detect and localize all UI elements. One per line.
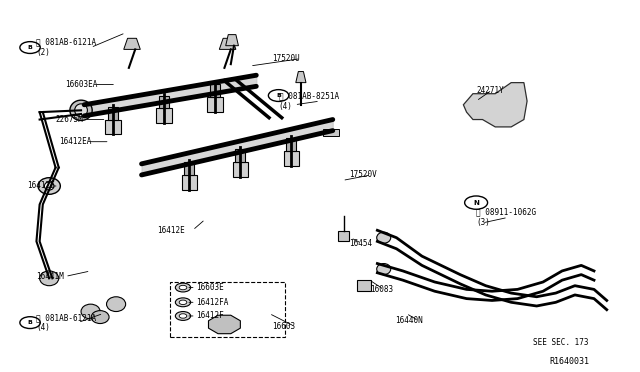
Text: B: B [28, 320, 33, 325]
Text: 16412E: 16412E [27, 182, 54, 190]
Ellipse shape [377, 232, 391, 243]
Text: 16454: 16454 [349, 239, 372, 248]
Bar [210, 84, 220, 97]
Ellipse shape [70, 100, 92, 121]
Ellipse shape [106, 297, 125, 311]
Circle shape [20, 42, 40, 54]
Bar [357, 280, 371, 291]
Text: SEE SEC. 173: SEE SEC. 173 [534, 339, 589, 347]
Text: Ⓑ 081AB-6121A
(2): Ⓑ 081AB-6121A (2) [36, 38, 97, 57]
Ellipse shape [40, 271, 59, 286]
Text: B: B [276, 93, 281, 98]
Ellipse shape [92, 311, 109, 324]
Text: ⒣ 08911-1062G
(3): ⒣ 08911-1062G (3) [476, 208, 536, 227]
Text: Ⓑ 081AB-6121A
(4): Ⓑ 081AB-6121A (4) [36, 313, 97, 332]
Bar [233, 162, 248, 177]
Text: 16412EA: 16412EA [59, 137, 91, 146]
Text: N: N [473, 200, 479, 206]
Text: 16412E: 16412E [157, 226, 185, 235]
Polygon shape [124, 38, 140, 49]
Bar [286, 138, 296, 151]
Text: 17520V: 17520V [349, 170, 376, 179]
Circle shape [465, 196, 488, 209]
Ellipse shape [377, 263, 391, 275]
Text: 17520U: 17520U [272, 54, 300, 63]
Bar [159, 96, 169, 109]
Circle shape [175, 283, 191, 292]
Bar [236, 149, 246, 162]
Circle shape [20, 317, 40, 328]
Circle shape [179, 300, 187, 305]
Text: 22675M: 22675M [56, 115, 83, 124]
Polygon shape [226, 35, 239, 46]
Bar [105, 119, 120, 134]
Bar [156, 109, 172, 123]
Text: 24271Y: 24271Y [476, 86, 504, 94]
Text: 16083: 16083 [370, 285, 393, 294]
Bar [338, 231, 349, 241]
Polygon shape [220, 38, 236, 49]
Polygon shape [463, 83, 527, 127]
Bar [284, 151, 299, 166]
Ellipse shape [44, 182, 54, 190]
Bar [207, 97, 223, 112]
Circle shape [175, 311, 191, 320]
Text: 16412FA: 16412FA [196, 298, 228, 307]
Text: B: B [28, 45, 33, 50]
Text: 16440N: 16440N [395, 316, 423, 325]
Text: Ⓑ 081AB-8251A
(4): Ⓑ 081AB-8251A (4) [278, 92, 339, 111]
Text: R1640031: R1640031 [549, 357, 589, 366]
Ellipse shape [38, 178, 60, 194]
Bar [182, 175, 197, 190]
Ellipse shape [75, 104, 88, 117]
Circle shape [268, 90, 289, 102]
Bar [108, 107, 118, 119]
Bar [184, 162, 195, 175]
Circle shape [175, 298, 191, 307]
Ellipse shape [81, 304, 100, 319]
Polygon shape [296, 71, 306, 83]
Bar [323, 129, 339, 136]
Circle shape [179, 314, 187, 318]
Text: 16603: 16603 [272, 322, 295, 331]
Text: 16603EA: 16603EA [65, 80, 97, 89]
Circle shape [179, 285, 187, 290]
Text: 16603E: 16603E [196, 283, 223, 292]
Text: 16412F: 16412F [196, 311, 223, 320]
Polygon shape [209, 315, 241, 334]
Text: 16441M: 16441M [36, 272, 64, 281]
Bar [170, 282, 285, 337]
